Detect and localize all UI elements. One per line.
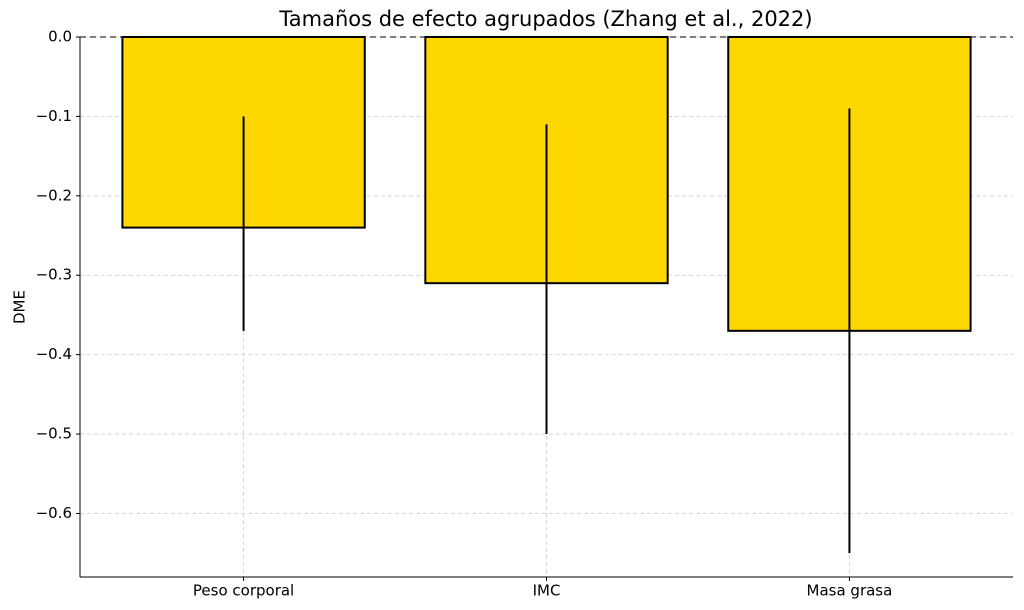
chart-title: Tamaños de efecto agrupados (Zhang et al… bbox=[278, 7, 812, 31]
y-tick-label: −0.2 bbox=[36, 186, 72, 204]
y-tick-label: 0.0 bbox=[48, 28, 72, 46]
y-tick-label: −0.5 bbox=[36, 425, 72, 443]
x-tick-label: Masa grasa bbox=[807, 582, 893, 600]
y-tick-label: −0.4 bbox=[36, 345, 72, 363]
y-tick-label: −0.1 bbox=[36, 107, 72, 125]
y-axis-label: DME bbox=[11, 290, 29, 324]
y-tick-label: −0.6 bbox=[36, 504, 72, 522]
y-tick-label: −0.3 bbox=[36, 266, 72, 284]
x-tick-label: IMC bbox=[533, 582, 561, 600]
x-tick-label: Peso corporal bbox=[193, 582, 294, 600]
